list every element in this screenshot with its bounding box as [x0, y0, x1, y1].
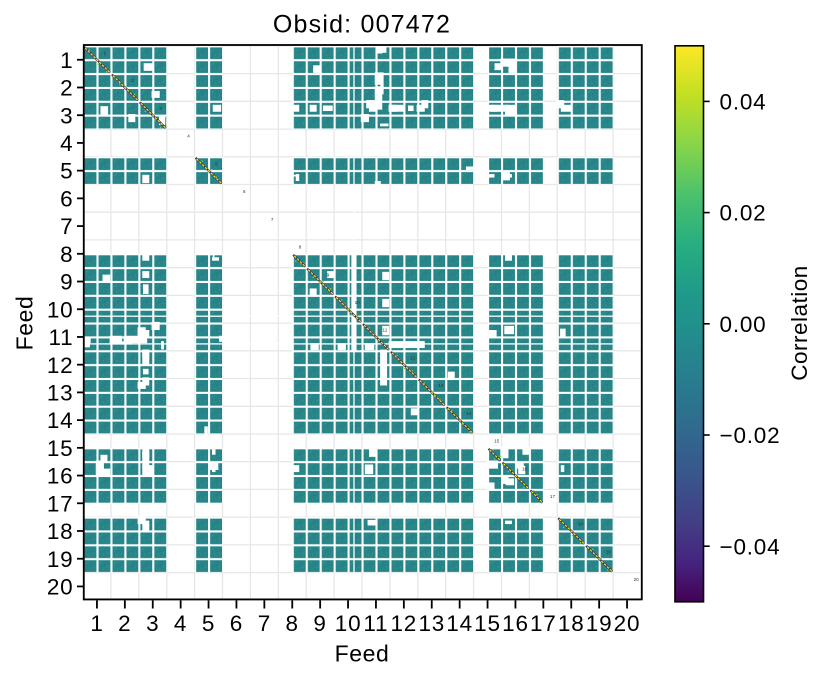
- svg-text:13: 13: [438, 383, 444, 388]
- svg-text:20: 20: [634, 577, 640, 582]
- svg-text:9: 9: [313, 611, 326, 636]
- svg-text:10: 10: [47, 297, 74, 322]
- svg-text:Obsid: 007472: Obsid: 007472: [273, 10, 451, 38]
- svg-text:14: 14: [47, 408, 74, 433]
- svg-text:10: 10: [355, 300, 361, 305]
- svg-text:12: 12: [47, 353, 74, 378]
- svg-text:5: 5: [215, 161, 218, 166]
- svg-text:10: 10: [335, 611, 362, 636]
- svg-text:0.00: 0.00: [720, 312, 767, 337]
- svg-text:11: 11: [49, 325, 74, 350]
- svg-text:9: 9: [60, 270, 73, 295]
- svg-text:18: 18: [558, 611, 585, 636]
- svg-text:3: 3: [159, 106, 162, 111]
- svg-text:15: 15: [474, 611, 501, 636]
- svg-text:11: 11: [383, 328, 388, 333]
- svg-text:5: 5: [60, 159, 73, 184]
- svg-text:8: 8: [286, 611, 299, 636]
- svg-text:17: 17: [550, 494, 556, 499]
- svg-text:Feed: Feed: [335, 641, 390, 667]
- svg-text:Feed: Feed: [12, 296, 38, 351]
- svg-text:3: 3: [146, 611, 159, 636]
- svg-text:2: 2: [60, 76, 73, 101]
- svg-text:14: 14: [446, 611, 473, 636]
- svg-text:20: 20: [614, 611, 641, 636]
- svg-text:18: 18: [47, 519, 74, 544]
- svg-text:19: 19: [47, 547, 74, 572]
- svg-text:13: 13: [418, 611, 445, 636]
- svg-text:2: 2: [118, 611, 131, 636]
- svg-text:6: 6: [243, 189, 246, 194]
- svg-text:16: 16: [522, 466, 528, 471]
- svg-text:20: 20: [47, 575, 74, 600]
- svg-text:7: 7: [258, 611, 271, 636]
- svg-text:4: 4: [60, 131, 73, 156]
- svg-text:15: 15: [494, 439, 500, 444]
- svg-text:16: 16: [502, 611, 529, 636]
- svg-text:19: 19: [606, 550, 612, 555]
- svg-text:0.04: 0.04: [720, 90, 767, 115]
- svg-text:13: 13: [47, 381, 74, 406]
- svg-text:15: 15: [47, 436, 74, 461]
- svg-text:1: 1: [104, 51, 107, 56]
- svg-text:5: 5: [202, 611, 215, 636]
- svg-text:Correlation: Correlation: [787, 265, 812, 381]
- svg-text:0.02: 0.02: [720, 201, 767, 226]
- svg-text:18: 18: [578, 522, 584, 527]
- svg-text:2: 2: [131, 78, 134, 83]
- svg-text:9: 9: [327, 272, 330, 277]
- svg-text:8: 8: [60, 242, 73, 267]
- svg-text:3: 3: [60, 103, 73, 128]
- svg-text:4: 4: [174, 611, 187, 636]
- svg-text:8: 8: [299, 245, 302, 250]
- svg-text:−0.02: −0.02: [720, 423, 781, 448]
- svg-text:6: 6: [230, 611, 243, 636]
- svg-text:1: 1: [90, 611, 103, 636]
- svg-text:12: 12: [410, 355, 416, 360]
- svg-text:17: 17: [530, 611, 557, 636]
- svg-text:12: 12: [390, 611, 417, 636]
- svg-text:19: 19: [586, 611, 613, 636]
- svg-text:11: 11: [363, 611, 388, 636]
- svg-text:−0.04: −0.04: [720, 534, 781, 559]
- svg-text:17: 17: [47, 491, 74, 516]
- svg-text:14: 14: [466, 411, 472, 416]
- svg-text:16: 16: [47, 464, 74, 489]
- svg-text:1: 1: [60, 48, 73, 73]
- svg-text:7: 7: [271, 217, 274, 222]
- svg-text:7: 7: [60, 214, 73, 239]
- svg-text:6: 6: [60, 187, 73, 212]
- svg-text:4: 4: [187, 134, 190, 139]
